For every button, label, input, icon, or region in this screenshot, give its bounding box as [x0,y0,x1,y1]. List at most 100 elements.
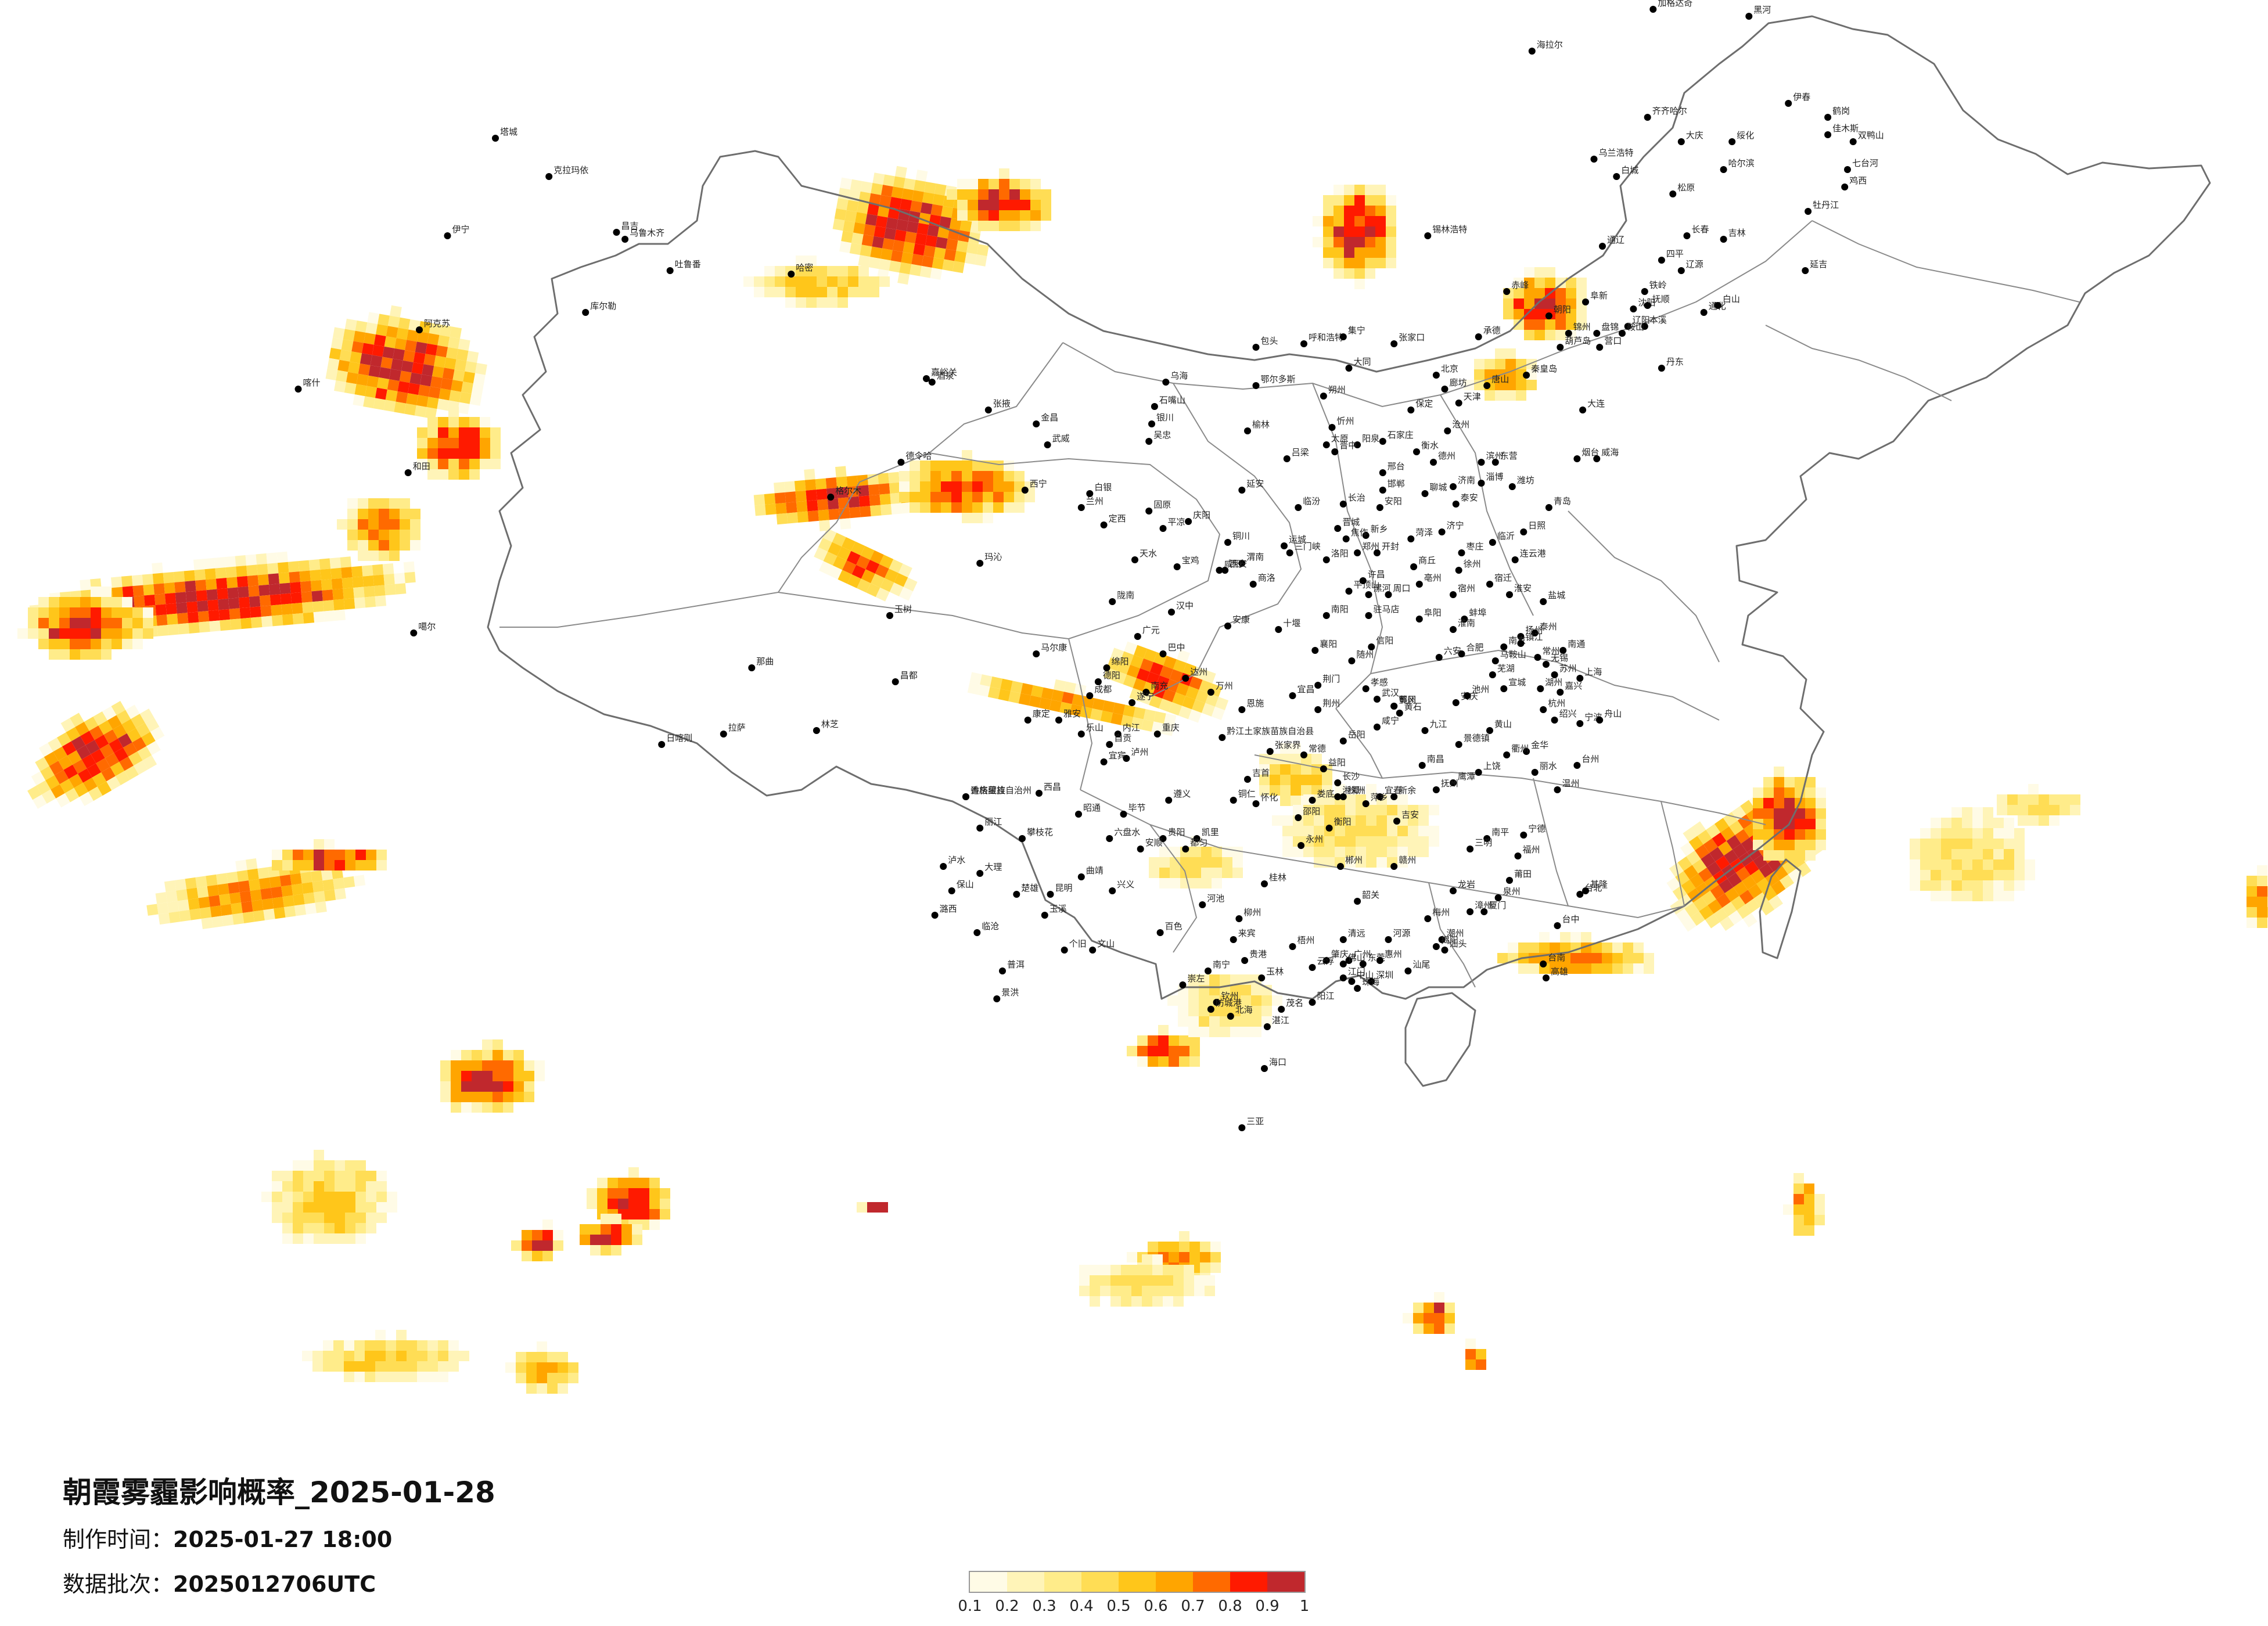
city-label: 泸州 [1131,747,1148,757]
city-marker: 吉首 [1244,768,1270,783]
city-label: 九江 [1430,719,1447,729]
city-marker: 天津 [1455,391,1481,406]
city-dot [1086,692,1094,699]
city-label: 大同 [1354,357,1371,367]
city-dot [1314,706,1322,713]
city-label: 文山 [1097,938,1115,949]
city-dot [1452,501,1460,508]
city-marker: 凯里 [1193,827,1219,842]
haze-probability-layer [17,166,2268,1394]
city-label: 锦州 [1573,322,1591,332]
city-dot [1478,480,1485,487]
city-label: 西昌 [1044,782,1061,792]
legend-swatch [1230,1572,1267,1592]
city-label: 湛江 [1272,1015,1289,1026]
city-marker: 泰安 [1452,492,1478,508]
city-marker: 邯郸 [1379,479,1405,494]
city-label: 河池 [1207,893,1224,904]
city-dot [1238,487,1246,494]
city-label: 绥化 [1737,130,1754,141]
china-border [487,15,2211,1087]
city-dot [1033,420,1040,427]
city-marker: 格尔木 [827,485,861,501]
city-label: 攀枝花 [1027,827,1053,837]
city-dot [1720,166,1727,173]
haze-patch [814,528,918,602]
city-dot [1114,731,1122,738]
legend-swatch [1007,1572,1044,1592]
city-label: 惠州 [1385,949,1402,959]
city-dot [1508,483,1516,490]
city-label: 铁岭 [1649,280,1667,290]
city-label: 潞西 [940,904,957,914]
legend-tick-label: 0.8 [1218,1598,1242,1615]
city-marker: 吐鲁番 [666,259,701,274]
city-marker: 六盘水 [1106,827,1140,842]
city-dot [1424,915,1432,922]
city-label: 金昌 [1041,412,1058,423]
city-label: 汕头 [1450,938,1467,949]
city-label: 淮南 [1458,618,1475,628]
city-marker: 黑河 [1745,5,1771,20]
city-dot [1407,535,1415,542]
city-dot [1199,901,1206,908]
city-label: 常德 [1309,743,1326,754]
city-marker: 苏州 [1551,663,1577,678]
city-label: 贵港 [1249,949,1267,959]
city-dot [1506,591,1513,598]
city-dot [1224,623,1231,629]
city-dot [1728,138,1736,145]
city-marker: 常州 [1534,646,1560,661]
city-marker: 安顺 [1137,837,1163,852]
city-marker: 长治 [1339,492,1365,508]
production-time: 制作时间：2025-01-27 18:00 [63,1521,392,1553]
city-label: 太原 [1331,433,1349,444]
haze-patch [505,1341,578,1394]
city-label: 海口 [1269,1057,1286,1067]
city-marker: 泉州 [1494,886,1521,901]
city-marker: 马鞍山 [1491,649,1526,664]
city-label: 赤峰 [1511,280,1529,290]
city-label: 防城港 [1216,998,1242,1008]
city-dot [1348,978,1356,985]
city-dot [1089,947,1097,954]
city-marker: 宿州 [1450,583,1475,598]
city-dot [1537,685,1544,692]
city-marker: 鹰潭 [1450,771,1475,786]
city-marker: 万州 [1207,681,1233,696]
city-label: 黄石 [1404,702,1422,712]
city-label: 杭州 [1548,698,1565,708]
city-marker: 宁德 [1520,823,1545,839]
city-label: 福州 [1523,844,1540,855]
city-dot [1322,556,1330,563]
city-dot [976,560,984,567]
city-label: 兰州 [1086,496,1104,506]
city-marker: 毕节 [1120,803,1146,818]
city-label: 株洲 [1348,785,1365,796]
city-dot [1489,671,1496,678]
city-marker: 延安 [1238,479,1264,494]
city-label: 牡丹江 [1813,200,1839,210]
city-dot [1483,835,1491,842]
city-label: 锡林浩特 [1432,224,1467,235]
city-label: 赣州 [1399,855,1416,865]
city-dot [1019,835,1026,842]
city-label: 百色 [1165,921,1182,931]
city-label: 乌鲁木齐 [630,228,664,238]
city-label: 柳州 [1243,907,1261,918]
city-dot [748,664,756,671]
city-dot [1841,184,1849,190]
city-dot [1396,710,1403,717]
haze-patch [743,256,890,308]
city-label: 清远 [1348,928,1365,938]
city-marker: 锡林浩特 [1424,224,1467,239]
city-marker: 南充 [1142,681,1168,696]
city-marker: 承德 [1475,325,1501,340]
city-label: 延安 [1246,479,1264,489]
city-label: 宜宾 [1109,750,1126,761]
city-label: 宜春 [1385,785,1402,796]
city-dot [1455,567,1462,574]
city-dot [1238,706,1246,713]
city-dot [492,135,499,142]
city-marker: 新乡 [1362,524,1388,539]
